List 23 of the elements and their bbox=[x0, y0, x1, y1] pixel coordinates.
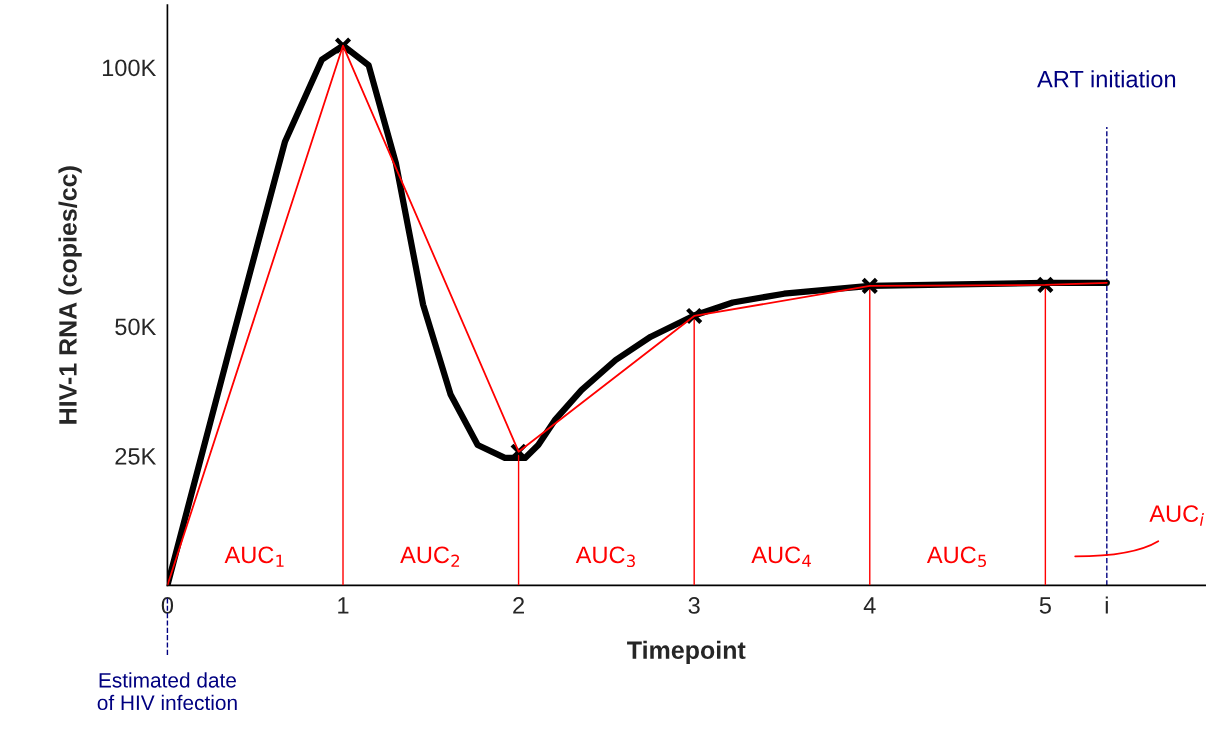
annotation: AUC$_{5}$ bbox=[926, 546, 987, 568]
point bbox=[1036, 276, 1055, 294]
x-tick-label: 1 bbox=[338, 597, 349, 614]
y-tick-label: 100K bbox=[102, 59, 157, 77]
x-tick-label: 4 bbox=[863, 597, 876, 614]
y-axis-title: HIV-1 RNA (copies/cc) bbox=[58, 166, 82, 424]
annotation: AUC$_{4}$ bbox=[751, 546, 811, 567]
ref-line-label: Estimated date of HIV infection bbox=[97, 672, 237, 711]
annotation: AUC$_{1}$ bbox=[224, 546, 284, 567]
y-tick-label: 25K bbox=[115, 447, 157, 465]
x-tick-label: 0 bbox=[161, 597, 174, 614]
x-tick-label: 2 bbox=[513, 597, 524, 614]
y-tick-label: 50K bbox=[115, 318, 157, 336]
x-tick-label: 5 bbox=[1039, 597, 1051, 614]
annotation: AUC$_{3}$ bbox=[575, 546, 635, 568]
x-tick-label: 3 bbox=[688, 597, 700, 614]
x-axis-title: Timepoint bbox=[627, 640, 746, 664]
x-tick-label: i bbox=[1105, 596, 1108, 614]
annotation: AUC$_{2}$ bbox=[400, 546, 460, 567]
point bbox=[334, 36, 352, 55]
ref-line-label: ART initiation bbox=[1037, 70, 1176, 88]
annotation: AUC$_{i}$ bbox=[1149, 505, 1204, 526]
point bbox=[861, 277, 879, 295]
